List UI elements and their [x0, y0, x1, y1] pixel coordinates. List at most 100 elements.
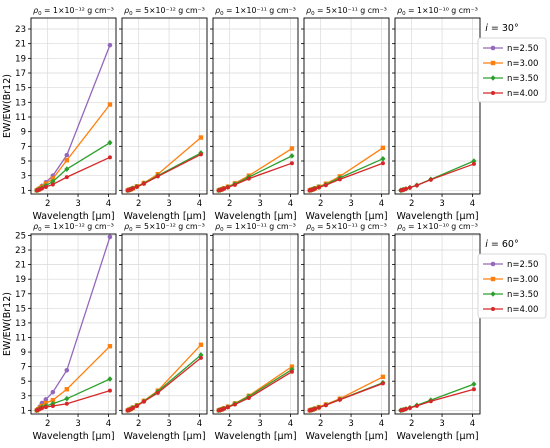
- x-tick-label: 3: [75, 199, 80, 209]
- panel-title: ρ0 = 5×10⁻¹¹ g cm⁻³: [306, 222, 387, 233]
- inclination-label: i = 60°: [485, 239, 518, 250]
- panel-frame: [30, 17, 117, 195]
- x-tick-label: 4: [379, 199, 384, 209]
- rho-value: = 1×10⁻¹⁰ g cm⁻³: [406, 6, 478, 15]
- x-axis-label: Wavelength [μm]: [32, 431, 114, 442]
- rho-symbol: ρ: [397, 6, 402, 15]
- rho-value: = 5×10⁻¹² g cm⁻³: [133, 6, 205, 15]
- marker-square: [490, 60, 496, 66]
- legend-row0: n=2.50 n=3.00 n=3.50 n=4.00: [477, 37, 547, 103]
- panel-title: ρ0 = 1×10⁻¹² g cm⁻³: [33, 6, 114, 17]
- x-tick-label: 2: [45, 419, 50, 429]
- marker-point: [64, 175, 69, 180]
- x-axis-label: Wavelength [μm]: [214, 211, 296, 222]
- marker-point: [107, 155, 112, 160]
- marker-diamond: [64, 166, 70, 172]
- y-tick-label: 7: [21, 363, 26, 373]
- marker-point: [43, 185, 48, 190]
- panel-title: ρ0 = 5×10⁻¹² g cm⁻³: [124, 222, 205, 233]
- inclination-label: i = 30°: [485, 23, 518, 34]
- x-tick-label: 3: [257, 419, 262, 429]
- y-tick-label: 5: [21, 157, 26, 167]
- rho-subscript: 0: [220, 11, 224, 17]
- marker-point: [155, 390, 160, 395]
- marker-point: [39, 186, 44, 191]
- panel-r1-c1: 2 3 4 ρ0 = 5×10⁻¹² g cm⁻³ Wavelength [μm]: [119, 222, 208, 442]
- rho-subscript: 0: [38, 11, 42, 17]
- marker-point: [323, 403, 328, 408]
- marker-circle: [107, 42, 113, 48]
- marker-square: [289, 364, 295, 369]
- marker-square: [50, 176, 56, 181]
- rho-value: = 1×10⁻¹¹ g cm⁻³: [224, 6, 296, 15]
- rho-symbol: ρ: [124, 222, 129, 231]
- rho-subscript: 0: [402, 227, 406, 233]
- marker-point: [246, 395, 251, 400]
- y-tick-label: 21: [15, 261, 26, 271]
- marker-point: [141, 399, 146, 404]
- x-tick-label: 3: [439, 419, 444, 429]
- marker-circle: [490, 261, 496, 267]
- marker-diamond: [471, 158, 477, 164]
- marker-point: [198, 152, 203, 157]
- x-tick-label: 4: [470, 199, 475, 209]
- x-tick-label: 2: [45, 199, 50, 209]
- marker-square: [50, 397, 56, 403]
- panel-r0-c4: 2 3 4 ρ0 = 1×10⁻¹⁰ g cm⁻³ Wavelength [μm]: [392, 6, 481, 222]
- panel-title: ρ0 = 1×10⁻¹⁰ g cm⁻³: [397, 222, 478, 233]
- x-axis-label: Wavelength [μm]: [396, 431, 478, 442]
- marker-point: [414, 183, 419, 188]
- legend-box: [477, 253, 547, 319]
- panel-frame: [121, 17, 208, 195]
- y-tick-label: 13: [15, 319, 26, 329]
- y-tick-label: 9: [21, 128, 26, 138]
- x-tick-label: 2: [409, 419, 414, 429]
- y-tick-label: 15: [15, 304, 26, 314]
- legend-label: n=3.50: [507, 74, 538, 84]
- marker-square: [43, 400, 49, 406]
- y-tick-label: 21: [15, 40, 26, 50]
- panel-r0-c1: 2 3 4 ρ0 = 5×10⁻¹² g cm⁻³ Wavelength [μm]: [119, 6, 208, 222]
- rho-value: = 5×10⁻¹¹ g cm⁻³: [315, 6, 387, 15]
- marker-diamond: [50, 178, 56, 185]
- marker-point: [323, 183, 328, 188]
- x-tick-label: 2: [409, 199, 414, 209]
- x-tick-label: 2: [136, 419, 141, 429]
- marker-square: [64, 158, 70, 163]
- x-tick-label: 4: [288, 199, 293, 209]
- marker-point: [134, 403, 139, 408]
- panel-title: ρ0 = 5×10⁻¹² g cm⁻³: [124, 6, 205, 17]
- marker-point: [130, 406, 135, 411]
- marker-point: [225, 405, 230, 410]
- marker-point: [414, 403, 419, 408]
- marker-point: [491, 91, 495, 95]
- inclination-symbol: i: [485, 239, 488, 250]
- panel-title: ρ0 = 5×10⁻¹¹ g cm⁻³: [306, 6, 387, 17]
- panel-frame: [212, 233, 299, 415]
- y-tick-label: 3: [21, 392, 26, 402]
- marker-point: [64, 401, 69, 406]
- marker-point: [221, 186, 226, 191]
- marker-diamond: [380, 156, 386, 162]
- y-tick-label: 19: [15, 54, 26, 64]
- panel-r0-c2: 2 3 4 ρ0 = 1×10⁻¹¹ g cm⁻³ Wavelength [μm]: [210, 6, 299, 222]
- marker-square: [107, 344, 113, 349]
- x-tick-label: 3: [348, 199, 353, 209]
- x-tick-label: 2: [136, 199, 141, 209]
- marker-diamond: [289, 153, 295, 159]
- panel-frame: [303, 233, 390, 415]
- marker-point: [491, 307, 495, 311]
- rho-value: = 1×10⁻¹² g cm⁻³: [42, 6, 114, 15]
- y-tick-label: 17: [15, 69, 26, 79]
- y-tick-label: 19: [15, 275, 26, 285]
- panel-frame: [394, 233, 481, 415]
- marker-circle: [490, 45, 496, 51]
- rho-symbol: ρ: [306, 222, 311, 231]
- marker-square: [64, 387, 70, 392]
- panel-title: ρ0 = 1×10⁻¹¹ g cm⁻³: [215, 222, 296, 233]
- x-tick-label: 4: [379, 419, 384, 429]
- marker-point: [130, 186, 135, 191]
- legend-label: n=3.00: [507, 59, 538, 69]
- marker-point: [403, 186, 408, 191]
